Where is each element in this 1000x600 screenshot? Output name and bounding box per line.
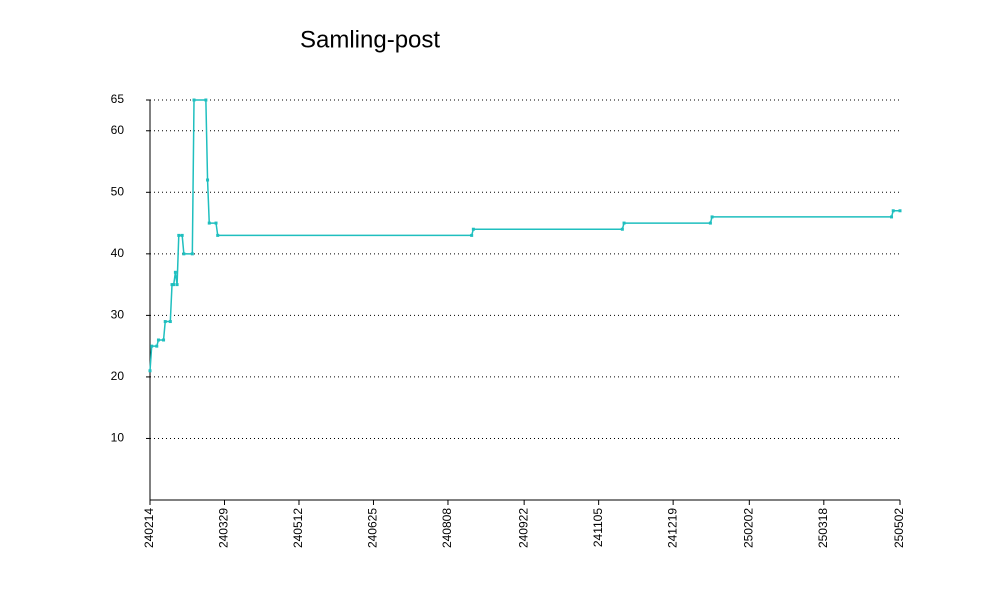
point-marker: [162, 338, 166, 342]
point-marker: [156, 338, 160, 342]
x-tick-label: 240214: [142, 508, 156, 548]
y-tick-label: 10: [111, 431, 125, 445]
point-marker: [207, 221, 211, 225]
point-marker: [214, 221, 218, 225]
point-marker: [206, 178, 210, 182]
point-marker: [620, 227, 624, 231]
x-tick-label: 240329: [217, 508, 231, 548]
series-line: [149, 99, 900, 371]
point-marker: [216, 233, 220, 237]
x-tick-label: 240808: [440, 508, 454, 548]
point-marker: [182, 252, 186, 256]
y-tick-label: 60: [111, 123, 125, 137]
point-marker: [204, 98, 208, 102]
point-marker: [168, 320, 172, 324]
point-marker: [470, 233, 474, 237]
x-tick-label: 240512: [291, 508, 305, 548]
point-marker: [190, 252, 194, 256]
y-tick-label: 50: [111, 184, 125, 198]
point-marker: [890, 215, 894, 219]
point-marker: [175, 283, 179, 287]
y-tick-label: 40: [111, 246, 125, 260]
point-marker: [192, 98, 196, 102]
point-marker: [622, 221, 626, 225]
point-marker: [180, 233, 184, 237]
point-marker: [170, 283, 174, 287]
point-marker: [173, 270, 177, 274]
point-marker: [177, 233, 181, 237]
x-tick-label: 250318: [816, 508, 830, 548]
y-tick-label: 20: [111, 369, 125, 383]
y-tick-label: 65: [111, 92, 125, 106]
point-marker: [471, 227, 475, 231]
x-tick-label: 241105: [591, 508, 605, 547]
x-tick-label: 250202: [741, 508, 755, 548]
point-marker: [155, 344, 159, 348]
point-marker: [708, 221, 712, 225]
x-tick-label: 250502: [892, 508, 906, 548]
chart-title: Samling-post: [300, 26, 440, 53]
x-tick-label: 240922: [516, 508, 530, 548]
point-marker: [163, 320, 167, 324]
point-marker: [172, 283, 176, 287]
point-marker: [710, 215, 714, 219]
point-marker: [148, 369, 152, 373]
point-marker: [891, 209, 895, 213]
x-tick-label: 241219: [665, 508, 679, 548]
x-tick-label: 240625: [366, 508, 380, 548]
point-marker: [898, 209, 902, 213]
y-tick-label: 30: [111, 308, 125, 322]
point-marker: [150, 344, 154, 348]
